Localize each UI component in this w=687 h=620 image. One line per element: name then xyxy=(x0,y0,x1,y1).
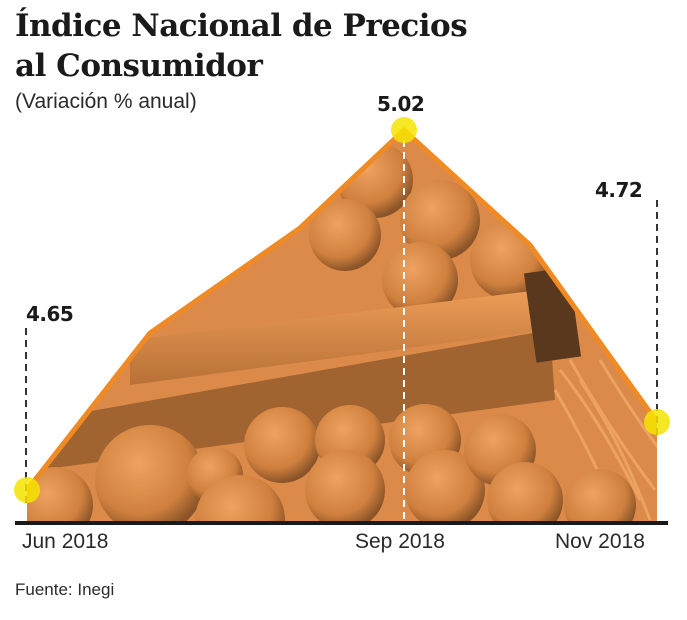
series-line xyxy=(25,127,660,492)
marker-sep[interactable] xyxy=(391,117,417,143)
source-note: Fuente: Inegi xyxy=(15,580,115,599)
x-tick-nov: Nov 2018 xyxy=(555,530,645,553)
x-tick-jun: Jun 2018 xyxy=(22,530,109,553)
value-label-sep: 5.02 xyxy=(377,92,425,116)
marker-jun[interactable] xyxy=(14,477,40,503)
produce-photo-fill xyxy=(27,130,657,523)
value-label-jun: 4.65 xyxy=(26,302,74,326)
marker-nov[interactable] xyxy=(644,409,670,435)
chart-title: Índice Nacional de Precios al Consumidor xyxy=(15,8,468,84)
x-tick-sep: Sep 2018 xyxy=(355,530,445,553)
chart-subtitle: (Variación % anual) xyxy=(15,90,197,113)
value-label-nov: 4.72 xyxy=(595,178,643,202)
